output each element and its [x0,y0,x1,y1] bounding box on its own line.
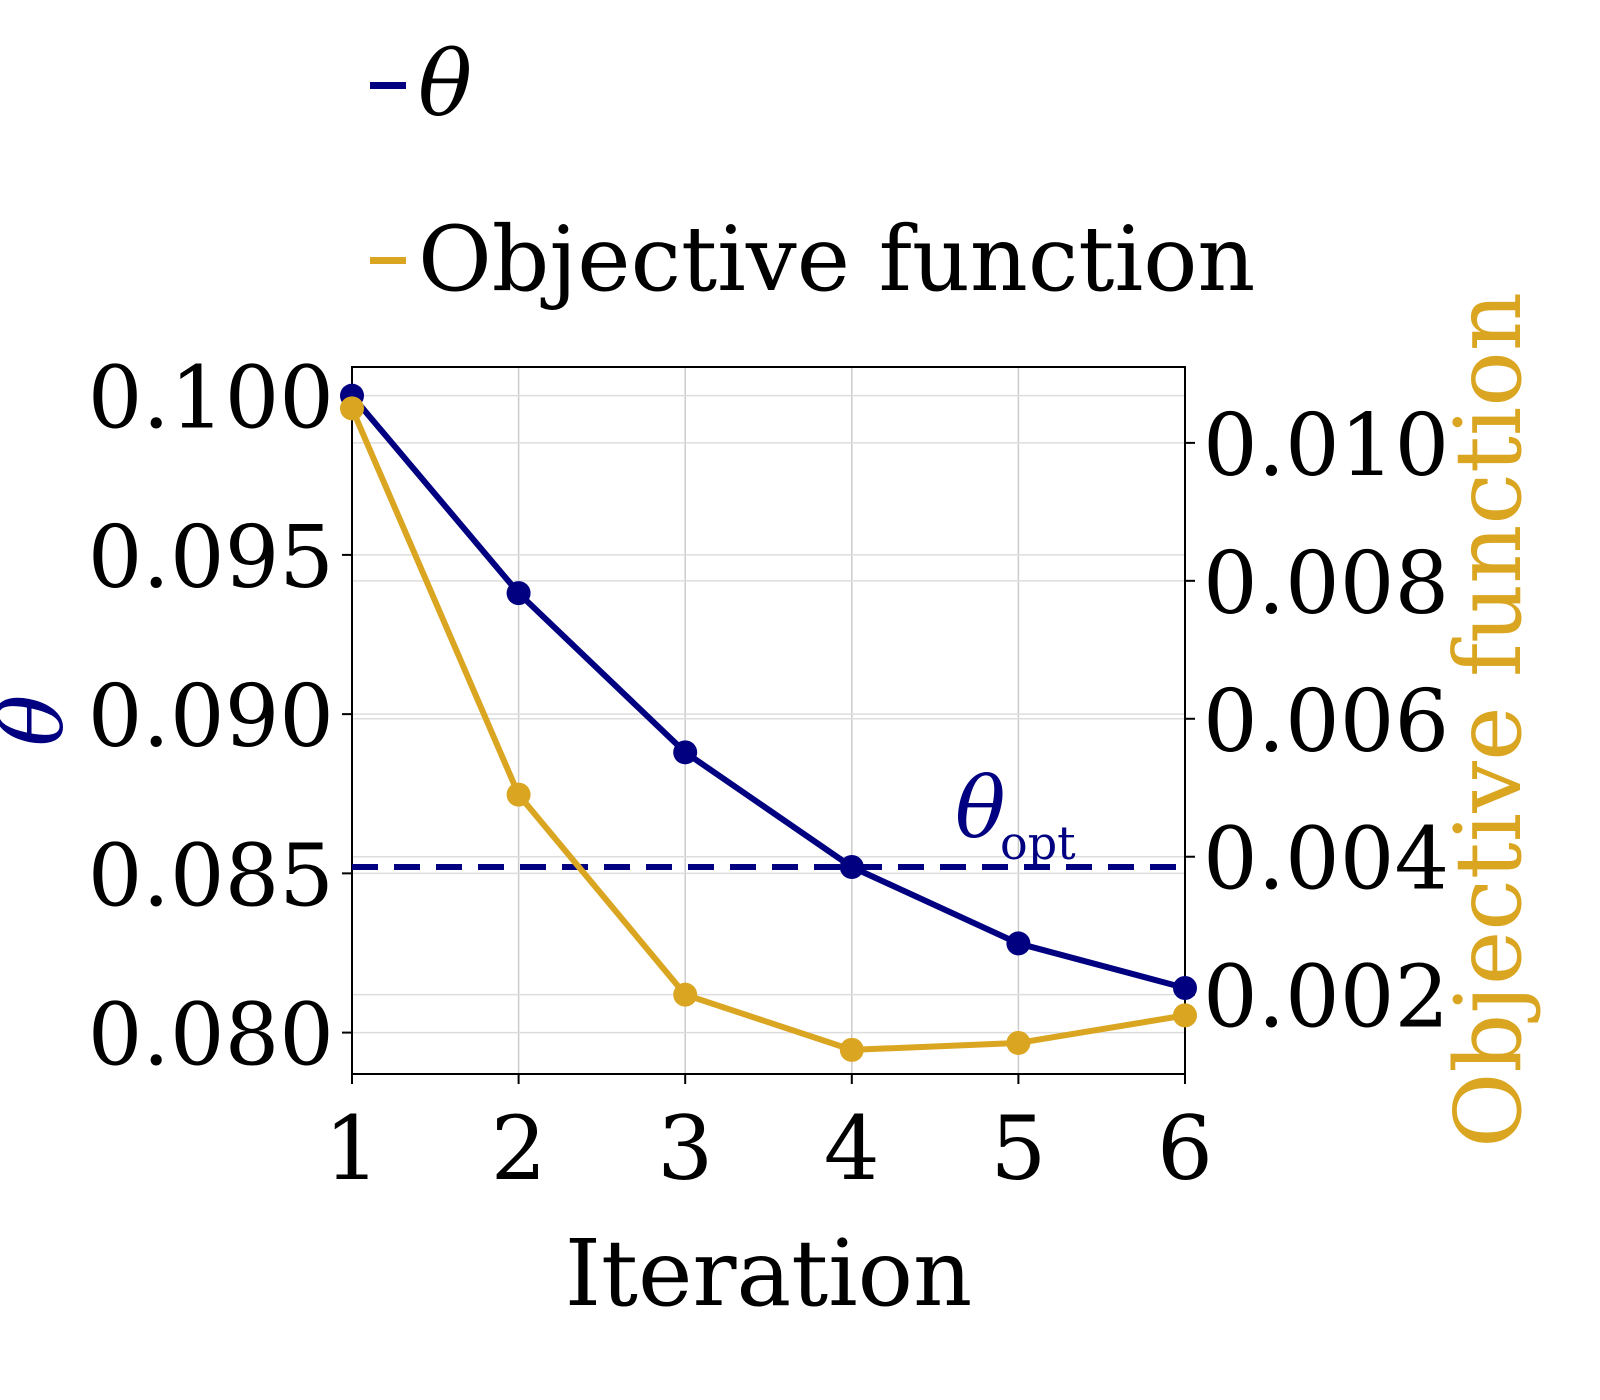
x-tick-label: 2 [491,1097,547,1200]
y-tick-label-left: 0.085 [88,826,334,926]
theta-point [1006,931,1031,956]
y-tick-label-right: 0.008 [1203,534,1449,634]
plot-frame [351,366,1186,1075]
y-tick-label-right: 0.006 [1203,672,1449,772]
legend-label-objective: Objective function [418,207,1256,312]
objective-point [340,396,364,421]
x-tick-label: 6 [1157,1097,1213,1200]
theta-point [839,854,864,879]
theta-series-line [349,393,1186,991]
objective-point [673,982,698,1007]
theta-point [506,581,531,606]
x-tick-label: 1 [324,1097,380,1200]
legend-item-objective: Objective function [370,215,1255,305]
y-tick-label-left: 0.100 [88,349,334,449]
theta-point [673,740,698,765]
x-tick-label: 5 [990,1097,1046,1200]
y-tick-label-left: 0.090 [88,667,334,767]
y-axis-label-left: θ [0,695,83,747]
objective-series-line [349,407,1186,1053]
objective-point [1173,1003,1197,1028]
theta-opt-subscript: opt [1000,816,1076,870]
y-tick-label-left: 0.095 [88,508,334,608]
x-tick-label: 4 [824,1097,880,1200]
legend-swatch-theta [370,81,406,89]
y-tick-label-right: 0.010 [1203,396,1449,496]
theta-point [1173,976,1197,1001]
objective-point [1006,1030,1031,1055]
objective-point [839,1037,864,1062]
y-tick-label-left: 0.080 [88,986,334,1086]
x-axis-label: Iteration [565,1220,973,1327]
theta-opt-label: θ [955,759,1006,857]
y-tick-label-right: 0.004 [1203,810,1449,910]
y-tick-label-right: 0.002 [1203,948,1449,1048]
legend-label-theta: θ [418,32,473,137]
legend-swatch-objective [370,256,406,264]
x-tick-label: 3 [657,1097,713,1200]
y-axis-label-right: Objective function [1435,292,1542,1148]
legend-item-theta: θ [370,40,472,130]
objective-point [506,782,531,807]
